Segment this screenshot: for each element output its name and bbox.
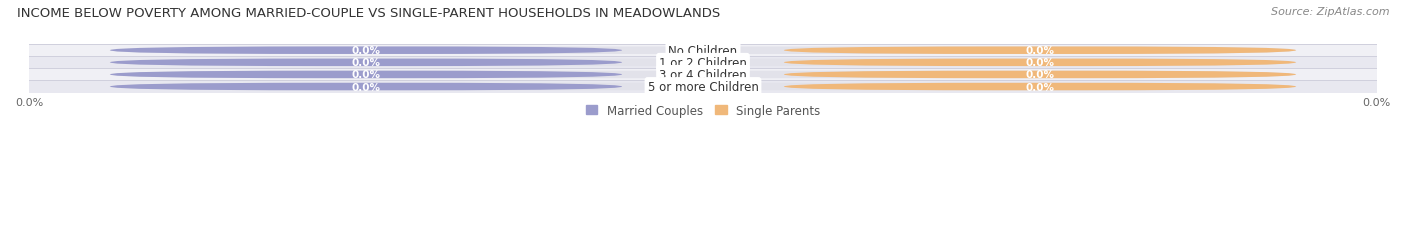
Text: 0.0%: 0.0% [352, 70, 381, 80]
FancyBboxPatch shape [785, 59, 1296, 67]
Text: No Children: No Children [668, 45, 738, 58]
Text: 0.0%: 0.0% [1025, 46, 1054, 56]
Text: 0.0%: 0.0% [352, 82, 381, 92]
FancyBboxPatch shape [110, 59, 621, 67]
FancyBboxPatch shape [110, 83, 1296, 91]
Text: INCOME BELOW POVERTY AMONG MARRIED-COUPLE VS SINGLE-PARENT HOUSEHOLDS IN MEADOWL: INCOME BELOW POVERTY AMONG MARRIED-COUPL… [17, 7, 720, 20]
Text: 0.0%: 0.0% [352, 58, 381, 68]
FancyBboxPatch shape [110, 71, 621, 79]
Bar [30, 57, 1376, 69]
FancyBboxPatch shape [110, 71, 1296, 79]
Text: 5 or more Children: 5 or more Children [648, 81, 758, 94]
Text: 3 or 4 Children: 3 or 4 Children [659, 69, 747, 82]
FancyBboxPatch shape [110, 47, 1296, 55]
Text: 0.0%: 0.0% [352, 46, 381, 56]
Text: 1 or 2 Children: 1 or 2 Children [659, 57, 747, 70]
Legend: Married Couples, Single Parents: Married Couples, Single Parents [586, 104, 820, 117]
Text: 0.0%: 0.0% [1025, 58, 1054, 68]
FancyBboxPatch shape [110, 47, 621, 55]
FancyBboxPatch shape [110, 83, 621, 91]
Text: Source: ZipAtlas.com: Source: ZipAtlas.com [1271, 7, 1389, 17]
FancyBboxPatch shape [110, 59, 1296, 67]
FancyBboxPatch shape [785, 47, 1296, 55]
Bar [30, 45, 1376, 57]
FancyBboxPatch shape [785, 71, 1296, 79]
Text: 0.0%: 0.0% [1025, 82, 1054, 92]
Text: 0.0%: 0.0% [1025, 70, 1054, 80]
Bar [30, 69, 1376, 81]
FancyBboxPatch shape [785, 83, 1296, 91]
Bar [30, 81, 1376, 93]
